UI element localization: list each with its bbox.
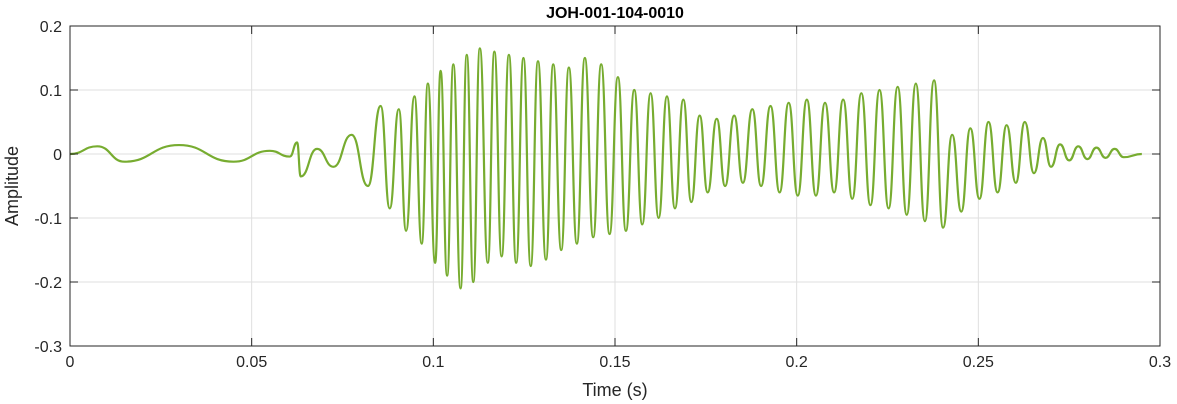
tick-group: 0 0.05 0.1 0.15 0.2 0.25 0.3 -0.3 -0.2 -0.1 0 0.1 0.… — [34, 19, 1171, 371]
y-tick-label: -0.3 — [34, 339, 62, 356]
x-tick-label: 0.05 — [236, 354, 267, 371]
y-tick-label: 0.1 — [40, 83, 62, 100]
x-axis-label: Time (s) — [582, 380, 647, 400]
y-tick-label: -0.1 — [34, 211, 62, 228]
x-tick-label: 0.15 — [599, 354, 630, 371]
x-tick-label: 0.1 — [422, 354, 444, 371]
y-tick-label: -0.2 — [34, 275, 62, 292]
chart-title: JOH-001-104-0010 — [546, 5, 684, 22]
y-tick-label: 0 — [53, 147, 62, 164]
x-tick-label: 0.3 — [1149, 354, 1171, 371]
waveform-line — [69, 47, 1142, 290]
x-tick-label: 0 — [66, 354, 75, 371]
x-tick-label: 0.2 — [786, 354, 808, 371]
y-tick-label: 0.2 — [40, 19, 62, 36]
y-axis-label: Amplitude — [2, 146, 22, 226]
series-group — [69, 47, 1142, 290]
x-tick-label: 0.25 — [963, 354, 994, 371]
